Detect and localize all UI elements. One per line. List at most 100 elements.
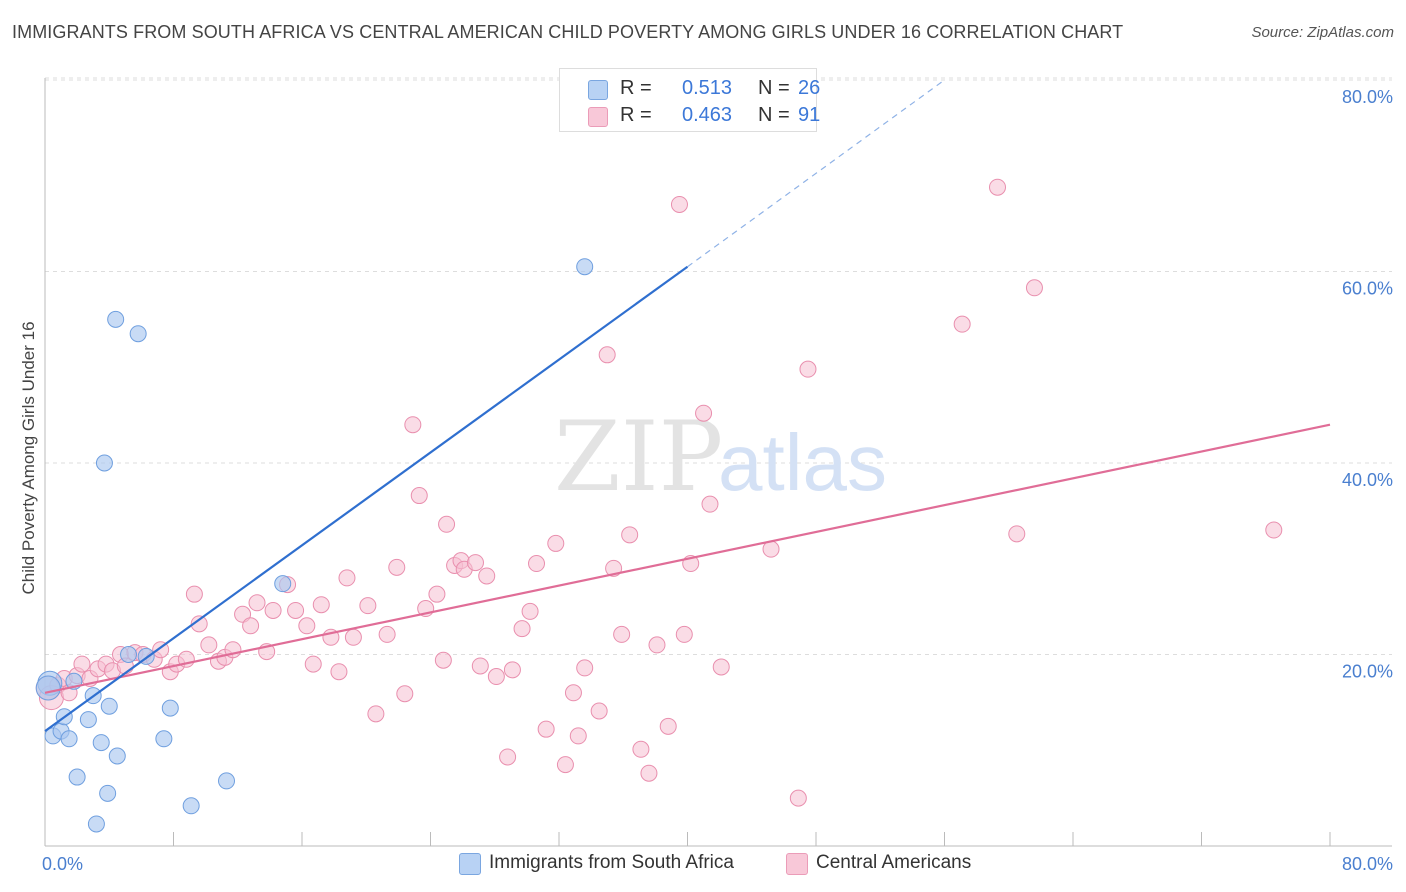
central-americans-point <box>621 526 639 544</box>
central-americans-point <box>632 740 650 758</box>
watermark-atlas: atlas <box>718 418 887 507</box>
central-americans-point <box>640 764 658 782</box>
central-americans-point <box>396 685 414 703</box>
central-americans-point <box>404 416 422 434</box>
central-americans-point <box>1025 279 1043 297</box>
central-americans-point <box>1008 525 1026 543</box>
legend-r-value: 0.463 <box>682 104 733 126</box>
central-americans-point <box>670 195 688 213</box>
south-africa-point <box>576 258 594 276</box>
central-americans-point <box>701 495 719 513</box>
central-americans-point <box>547 534 565 552</box>
south-africa-point <box>274 575 292 593</box>
south-africa-point <box>161 699 179 717</box>
correlation-legend: R = 0.513 N = 26 R = 0.463 N = 91 <box>559 68 821 132</box>
south-africa-trend-line <box>44 265 689 732</box>
central-americans-point <box>264 601 282 619</box>
chart-title: IMMIGRANTS FROM SOUTH AFRICA VS CENTRAL … <box>12 22 1124 42</box>
south-africa-point <box>68 768 86 786</box>
south-africa-point <box>108 747 126 765</box>
central-americans-point <box>367 705 385 723</box>
central-americans-point <box>338 569 356 587</box>
legend-n-label: N = <box>758 77 790 99</box>
central-americans-trend-line <box>44 423 1331 694</box>
bottom-legend-swatch-blue <box>459 853 481 875</box>
central-americans-point <box>410 487 428 505</box>
legend-n-label: N = <box>758 104 790 126</box>
central-americans-point <box>675 625 693 643</box>
bottom-legend-label: Immigrants from South Africa <box>489 852 734 873</box>
south-africa-point <box>60 730 78 748</box>
central-americans-point <box>478 567 496 585</box>
central-americans-point <box>1265 521 1283 539</box>
central-americans-point <box>503 661 521 679</box>
central-americans-point <box>378 625 396 643</box>
central-americans-point <box>234 605 252 623</box>
legend-swatch-pink <box>588 107 608 127</box>
central-americans-point <box>528 555 546 573</box>
central-americans-point <box>598 346 616 364</box>
y-tick-label: 20.0% <box>1342 662 1393 682</box>
central-americans-point <box>242 617 260 635</box>
legend-r-label: R = <box>620 77 652 99</box>
central-americans-point <box>659 717 677 735</box>
central-americans-point <box>330 663 348 681</box>
central-americans-point <box>537 720 555 738</box>
central-americans-point <box>359 597 377 615</box>
legend-r-label: R = <box>620 104 652 126</box>
central-americans-point <box>989 178 1007 196</box>
y-tick-label: 40.0% <box>1342 470 1393 490</box>
legend-swatch-blue <box>588 80 608 100</box>
central-americans-point <box>712 658 730 676</box>
south-africa-point <box>120 646 138 663</box>
y-axis-title: Child Poverty Among Girls Under 16 <box>19 321 38 594</box>
central-americans-point <box>695 404 713 422</box>
central-americans-point <box>466 554 484 572</box>
central-americans-point <box>248 594 266 612</box>
y-tick-label: 60.0% <box>1342 279 1393 299</box>
central-americans-point <box>388 558 406 576</box>
x-tick-label-max: 80.0% <box>1342 854 1393 874</box>
central-americans-point <box>200 636 218 654</box>
trend-lines <box>44 79 1331 732</box>
central-americans-point <box>648 636 666 654</box>
central-americans-point <box>471 657 489 675</box>
central-americans-point <box>434 651 452 669</box>
central-americans-point <box>564 684 582 702</box>
south-africa-point <box>95 454 113 472</box>
south-africa-trend-extension <box>687 79 945 268</box>
central-americans-point <box>344 628 362 646</box>
central-americans-point <box>298 617 316 635</box>
central-americans-point <box>499 748 517 766</box>
x-tick-label-min: 0.0% <box>42 854 83 874</box>
legend-n-value: 91 <box>798 104 821 126</box>
central-americans-point <box>513 620 531 638</box>
central-americans-point <box>569 727 587 745</box>
central-americans-point <box>190 615 208 633</box>
bottom-legend-label: Central Americans <box>816 852 972 873</box>
south-africa-points <box>35 258 594 833</box>
central-americans-point <box>438 515 456 533</box>
watermark-zip: ZIP <box>554 401 723 513</box>
south-africa-point <box>218 772 236 790</box>
south-africa-point <box>87 815 105 833</box>
central-americans-points <box>35 178 1283 807</box>
watermark: ZIP atlas <box>554 401 887 513</box>
chart-source: Source: ZipAtlas.com <box>1251 24 1394 41</box>
south-africa-point <box>79 711 97 729</box>
central-americans-point <box>576 659 594 677</box>
central-americans-point <box>613 625 631 643</box>
bottom-legend-swatch-pink <box>786 853 808 875</box>
central-americans-point <box>428 585 446 603</box>
south-africa-point <box>182 797 200 815</box>
central-americans-point <box>312 596 330 614</box>
central-americans-point <box>73 655 91 673</box>
central-americans-point <box>953 315 971 333</box>
central-americans-point <box>304 655 322 673</box>
central-americans-point <box>521 602 539 620</box>
tick-labels: 20.0% 40.0% 60.0% 80.0% 0.0% 80.0% <box>42 87 1393 874</box>
south-africa-point <box>100 697 118 715</box>
central-americans-point <box>590 702 608 720</box>
central-americans-point <box>789 789 807 807</box>
